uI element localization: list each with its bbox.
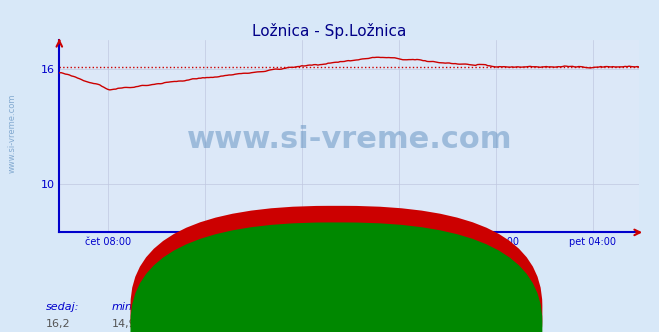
Text: 14,9: 14,9 — [112, 319, 137, 329]
Text: Ložnica - Sp.Ložnica: Ložnica - Sp.Ložnica — [330, 302, 455, 313]
Text: maks.:: maks.: — [250, 302, 288, 312]
Text: zadnji dan / 5 minut.: zadnji dan / 5 minut. — [275, 259, 384, 269]
Text: sedaj:: sedaj: — [46, 302, 80, 312]
Text: 17,0: 17,0 — [250, 319, 275, 329]
Text: Slovenija / reke in morje.: Slovenija / reke in morje. — [264, 242, 395, 252]
Text: Ložnica - Sp.Ložnica: Ložnica - Sp.Ložnica — [252, 23, 407, 39]
Text: 16,1: 16,1 — [178, 319, 202, 329]
Text: temperatura[C]: temperatura[C] — [349, 319, 436, 329]
Text: 16,2: 16,2 — [46, 319, 71, 329]
Text: Meritve: povprečne  Enote: metrične  Črta: zadnja meritev: Meritve: povprečne Enote: metrične Črta:… — [177, 276, 482, 288]
Text: povpr.:: povpr.: — [178, 302, 216, 312]
Text: www.si-vreme.com: www.si-vreme.com — [8, 93, 17, 173]
Text: min.:: min.: — [112, 302, 140, 312]
Text: www.si-vreme.com: www.si-vreme.com — [186, 125, 512, 154]
